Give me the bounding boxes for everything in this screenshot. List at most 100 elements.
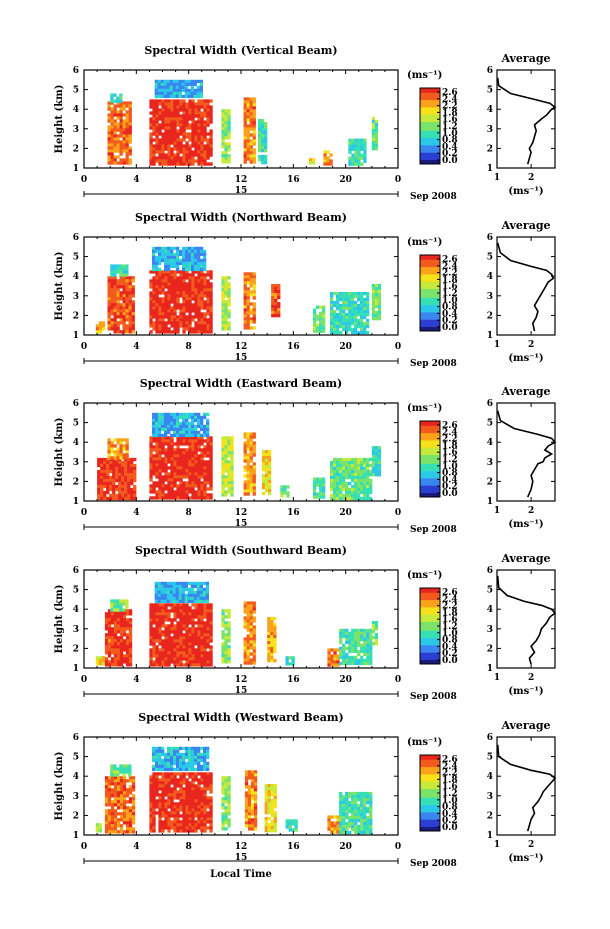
heatmap-cell xyxy=(112,478,116,483)
heatmap-cell xyxy=(348,634,352,639)
heatmap-cell xyxy=(243,326,247,330)
heatmap-cell xyxy=(155,108,159,112)
heatmap-cell xyxy=(230,475,234,479)
heatmap-cell xyxy=(155,648,159,652)
heatmap-cell xyxy=(194,451,198,455)
heatmap-cell xyxy=(125,633,130,637)
heatmap-cell xyxy=(125,285,129,289)
heatmap-cell xyxy=(107,309,111,313)
heatmap-cell xyxy=(200,642,204,646)
heatmap-cell xyxy=(179,141,183,145)
heatmap-cell xyxy=(182,111,186,115)
heatmap-cell xyxy=(125,303,129,307)
heatmap-cell xyxy=(348,655,352,660)
heatmap-cell xyxy=(203,412,207,417)
heatmap-cell xyxy=(176,261,180,266)
heatmap-cell xyxy=(128,294,132,298)
heatmap-cell xyxy=(191,315,195,319)
heatmap-cell xyxy=(377,470,382,474)
heatmap-cell xyxy=(185,615,189,619)
heatmap-cell xyxy=(167,460,171,464)
heatmap-cell xyxy=(149,126,153,130)
heatmap-cell xyxy=(127,493,131,498)
colorbar-tick-label: 2.6 xyxy=(442,588,458,598)
heatmap-cell xyxy=(224,321,228,325)
heatmap-cell xyxy=(267,492,272,496)
heatmap-cell xyxy=(348,490,352,495)
heatmap-cell xyxy=(176,630,180,634)
heatmap-cell xyxy=(339,463,343,468)
heatmap-cell xyxy=(125,149,129,153)
heatmap-cell xyxy=(363,309,367,314)
heatmap-cell xyxy=(273,650,277,654)
heatmap-cell xyxy=(258,158,262,162)
colorbar-segment xyxy=(420,595,440,598)
heatmap-cell xyxy=(271,296,275,300)
heatmap-cell xyxy=(374,302,379,306)
heatmap-cell xyxy=(330,663,334,667)
heatmap-cell xyxy=(161,412,165,417)
heatmap-cell xyxy=(152,147,156,151)
heatmap-cell xyxy=(243,489,247,493)
heatmap-cell xyxy=(363,478,367,483)
heatmap-cell xyxy=(224,142,228,146)
heatmap-cell xyxy=(106,463,110,468)
heatmap-cell xyxy=(164,246,168,251)
heatmap-cell xyxy=(203,252,207,257)
heatmap-cell xyxy=(161,105,165,109)
heatmap-cell xyxy=(200,463,204,467)
x-tick-label: 0 xyxy=(395,342,401,352)
heatmap-cell xyxy=(206,493,210,497)
heatmap-cell xyxy=(176,108,180,112)
heatmap-cell xyxy=(333,460,337,465)
heatmap-cell xyxy=(173,490,177,494)
heatmap-cell xyxy=(167,276,171,280)
heatmap-cell xyxy=(128,116,132,120)
heatmap-cell xyxy=(194,457,198,461)
heatmap-cell xyxy=(161,424,165,429)
heatmap-cell xyxy=(274,302,278,306)
heatmap-cell xyxy=(243,305,247,309)
heatmap-cell xyxy=(170,288,174,292)
colorbar-segment xyxy=(420,96,440,99)
heatmap-cell xyxy=(246,655,250,659)
heatmap-cell xyxy=(119,639,124,643)
heatmap-cell xyxy=(246,637,250,641)
heatmap-cell xyxy=(131,300,135,304)
heatmap-cell xyxy=(113,624,118,628)
heatmap-cell xyxy=(206,111,210,115)
heatmap-cell xyxy=(125,627,130,631)
heatmap-cell xyxy=(188,454,192,458)
heatmap-cell xyxy=(264,134,268,138)
heatmap-cell xyxy=(330,318,334,323)
heatmap-cell xyxy=(357,472,361,477)
heatmap-cell xyxy=(252,320,256,324)
heatmap-cell xyxy=(167,466,171,470)
heatmap-cell xyxy=(182,285,186,289)
heatmap-cell xyxy=(209,306,213,310)
heatmap-cell xyxy=(173,318,177,322)
heatmap-cell xyxy=(348,303,352,308)
heatmap-cell xyxy=(246,97,250,101)
heatmap-cell xyxy=(128,612,133,616)
heatmap-cell xyxy=(110,155,114,159)
heatmap-cell xyxy=(107,291,111,295)
heatmap-cell xyxy=(206,153,210,157)
colorbar-segment xyxy=(420,461,440,464)
heatmap-cell xyxy=(161,460,165,464)
heatmap-cell xyxy=(258,155,262,159)
heatmap-cell xyxy=(164,466,168,470)
heatmap-cell xyxy=(121,481,125,486)
heatmap-cell xyxy=(157,85,161,90)
heatmap-cell xyxy=(354,156,358,160)
heatmap-cell xyxy=(191,144,195,148)
heatmap-cell xyxy=(188,330,192,334)
heatmap-cell xyxy=(360,649,364,654)
heatmap-cell xyxy=(125,639,130,643)
heatmap-cell xyxy=(176,448,180,452)
heatmap-cell xyxy=(173,454,177,458)
heatmap-cell xyxy=(167,615,171,619)
heatmap-cell xyxy=(354,150,358,154)
heatmap-cell xyxy=(194,657,198,661)
heatmap-cell xyxy=(155,469,159,473)
